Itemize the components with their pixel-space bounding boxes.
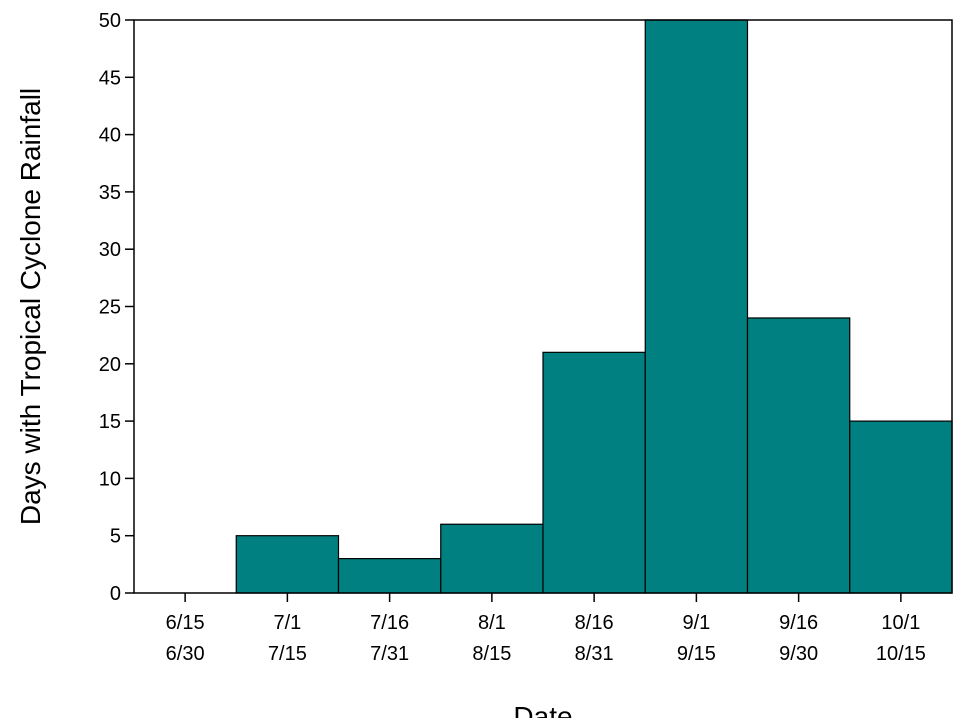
y-tick-label: 10 [99, 468, 121, 490]
x-tick-label-end: 9/15 [677, 643, 716, 665]
x-ticks-group: 6/15 6/30 7/1 7/15 7/16 7/31 8/1 8/15 8/16 8/31 9/… [166, 593, 926, 665]
bars-group [235, 19, 953, 594]
x-tick-label-start: 7/1 [273, 612, 301, 634]
x-tick-label-end: 7/15 [268, 643, 307, 665]
y-tick-label: 50 [99, 10, 121, 32]
x-tick-label-end: 6/30 [166, 643, 205, 665]
x-axis-title: Date [513, 701, 572, 718]
x-tick-label-start: 7/16 [370, 612, 409, 634]
y-tick-label: 20 [99, 354, 121, 376]
x-tick-label-end: 10/15 [876, 643, 926, 665]
bar-5 [542, 351, 646, 594]
x-tick-label-start: 8/1 [478, 612, 506, 634]
bar-2 [235, 535, 340, 594]
y-tick-label: 35 [99, 182, 121, 204]
y-ticks-group: 0 5 10 15 20 25 30 35 40 45 50 [99, 10, 134, 605]
x-tick-label-start: 6/15 [166, 612, 205, 634]
x-tick-label-end: 8/31 [575, 643, 614, 665]
x-tick-label-start: 10/1 [881, 612, 920, 634]
x-tick-label-start: 9/16 [779, 612, 818, 634]
y-axis-title: Days with Tropical Cyclone Rainfall [15, 88, 46, 525]
y-tick-label: 30 [99, 239, 121, 261]
x-tick-label-start: 9/1 [682, 612, 710, 634]
y-tick-label: 5 [110, 526, 121, 548]
y-tick-label: 45 [99, 67, 121, 89]
y-tick-label: 15 [99, 411, 121, 433]
y-tick-label: 0 [110, 583, 121, 605]
x-tick-label-end: 9/30 [779, 643, 818, 665]
bar-6 [644, 19, 749, 594]
x-tick-label-end: 7/31 [370, 643, 409, 665]
y-tick-label: 25 [99, 297, 121, 319]
x-tick-label-start: 8/16 [575, 612, 614, 634]
bar-7 [746, 317, 851, 594]
bar-3 [337, 558, 442, 594]
bar-8 [849, 420, 953, 594]
x-tick-label-end: 8/15 [472, 643, 511, 665]
bar-4 [440, 523, 544, 594]
y-tick-label: 40 [99, 125, 121, 147]
